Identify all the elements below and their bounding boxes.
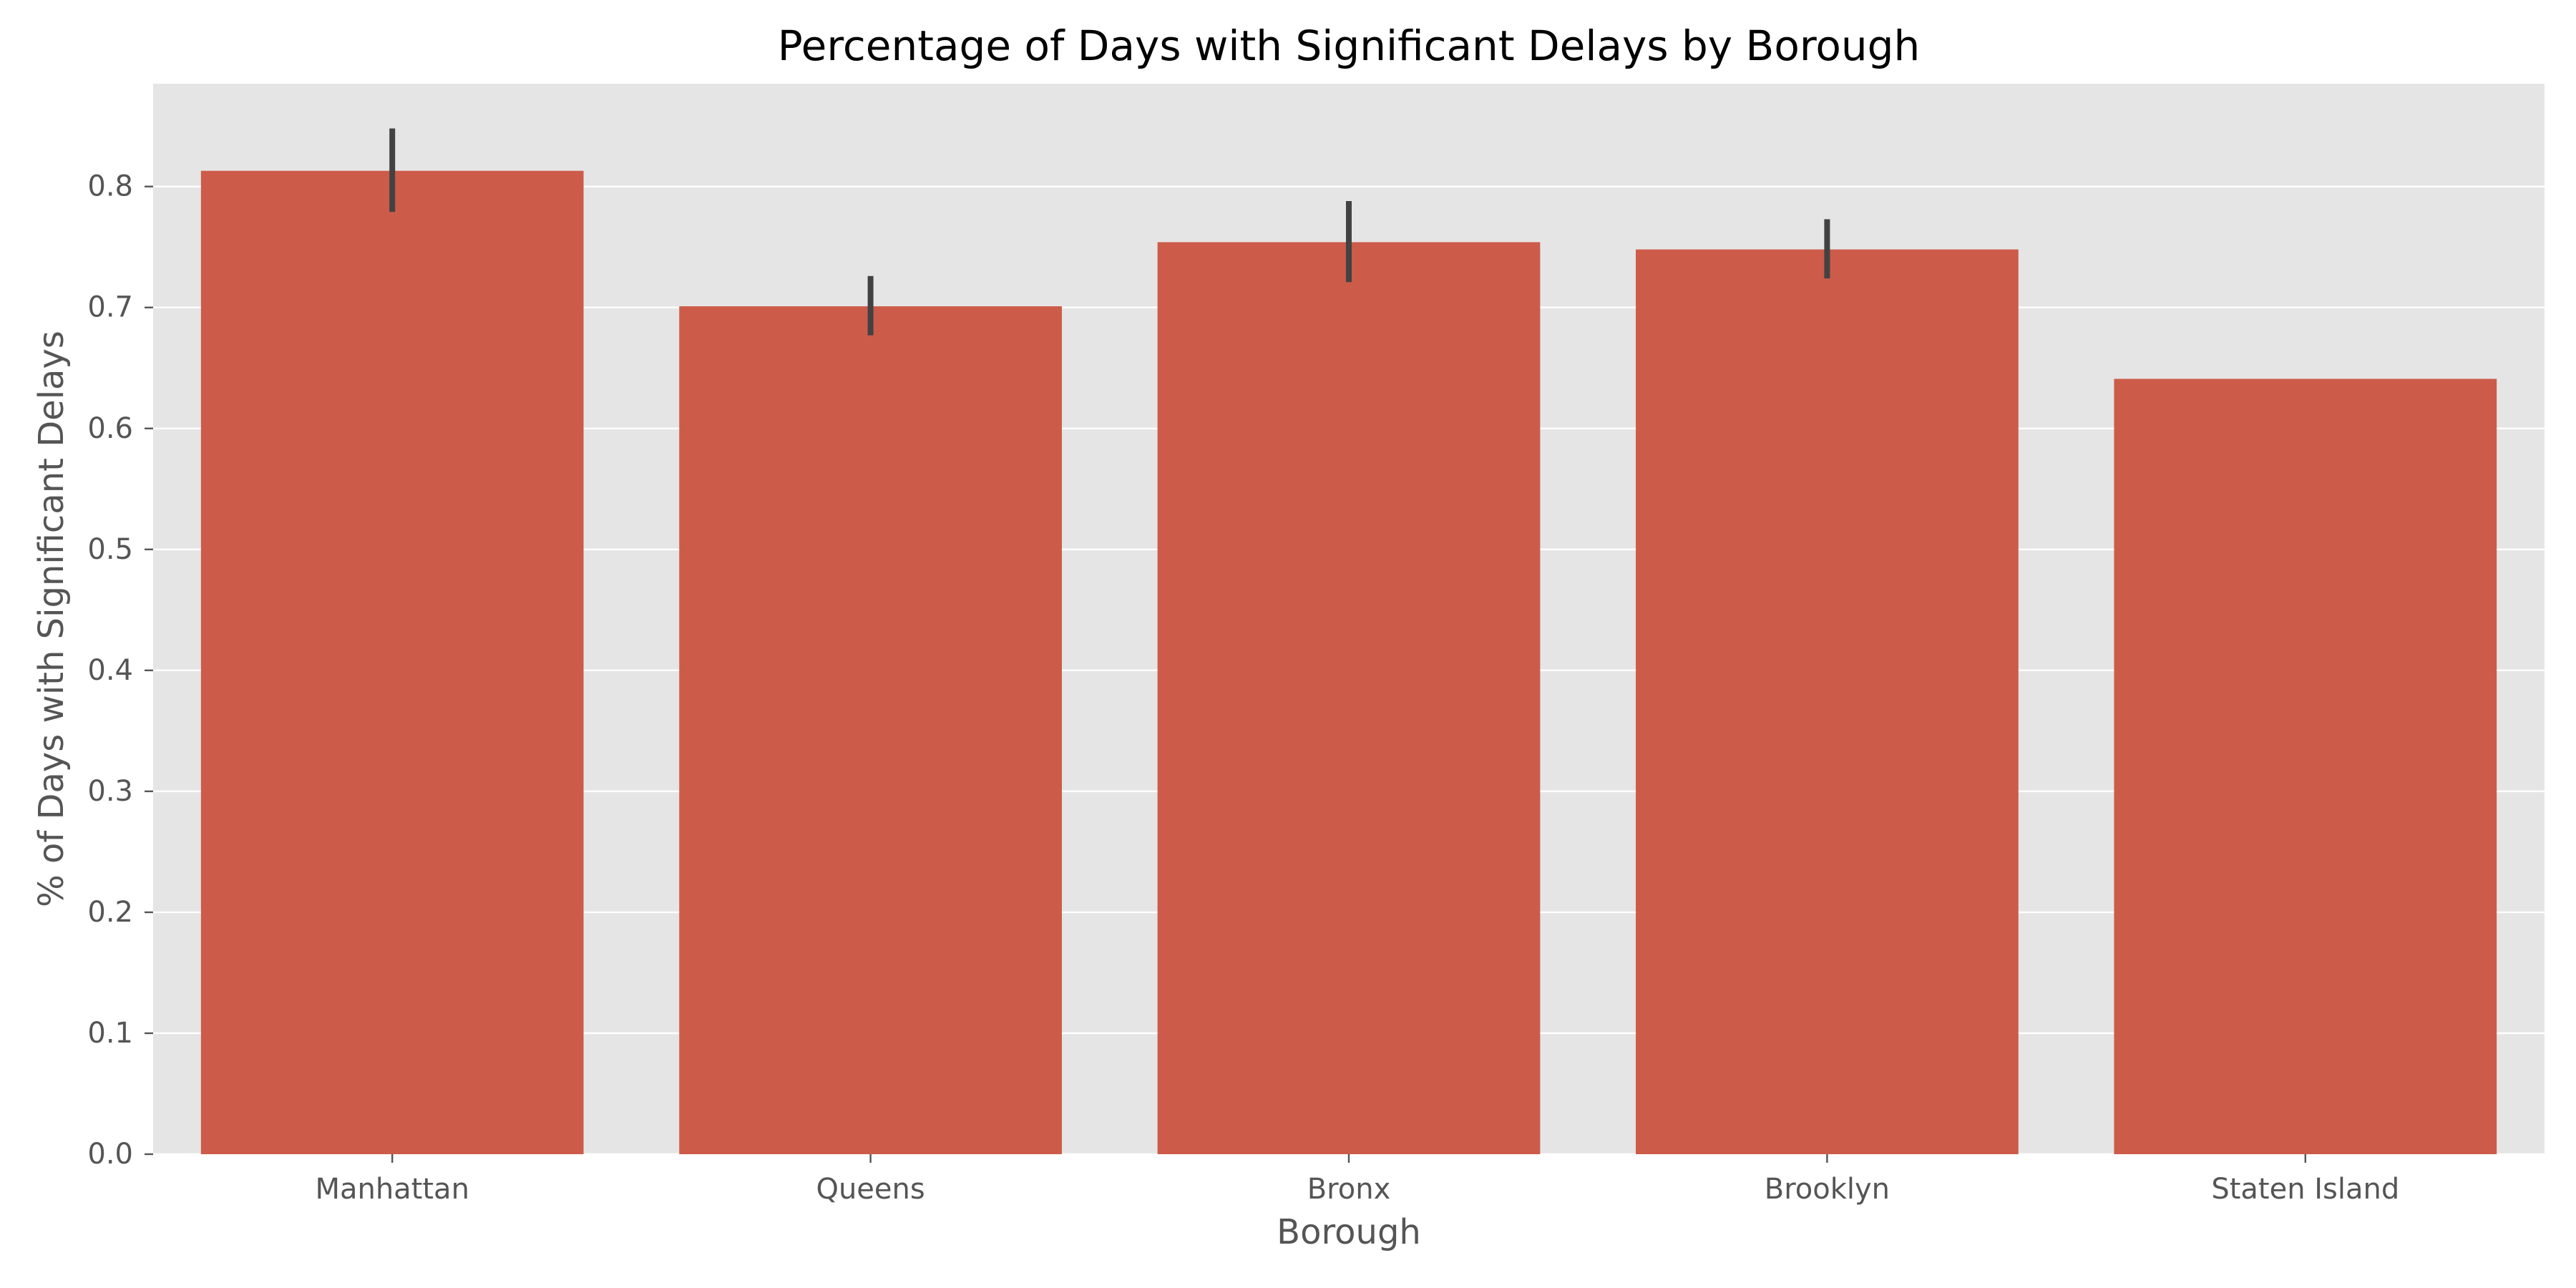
y-tick-label: 0.0 (87, 1138, 133, 1171)
bars (200, 170, 2497, 1155)
y-tick-label: 0.3 (87, 775, 133, 808)
y-tick-label: 0.5 (87, 533, 133, 566)
bar-staten-island (2114, 379, 2497, 1154)
bar-queens (679, 306, 1062, 1155)
y-tick-label: 0.2 (87, 896, 133, 929)
y-tick-label: 0.1 (87, 1017, 133, 1050)
x-tick-label: Queens (816, 1173, 924, 1206)
y-axis-title: % of Days with Significant Delays (31, 331, 72, 907)
bar-brooklyn (1636, 249, 2019, 1154)
bar-manhattan (200, 170, 584, 1154)
x-axis: Manhattan Queens Bronx Brooklyn Staten Islan… (315, 1154, 2399, 1206)
error-bars (389, 128, 1830, 336)
y-axis: 0.0 0.1 0.2 0.3 0.4 0.5 0.6 0.7 0.8 (87, 170, 153, 1171)
y-tick-label: 0.8 (87, 170, 133, 203)
chart-title: Percentage of Days with Significant Dela… (778, 21, 1920, 70)
y-tick-label: 0.4 (87, 654, 133, 687)
x-tick-label: Brooklyn (1765, 1173, 1890, 1206)
x-axis-title: Borough (1277, 1212, 1421, 1252)
x-tick-label: Staten Island (2211, 1173, 2399, 1206)
bar-bronx (1157, 242, 1541, 1155)
x-tick-label: Bronx (1307, 1173, 1391, 1206)
x-tick-label: Manhattan (315, 1173, 469, 1206)
y-tick-label: 0.6 (87, 412, 133, 445)
y-tick-label: 0.7 (87, 291, 133, 324)
